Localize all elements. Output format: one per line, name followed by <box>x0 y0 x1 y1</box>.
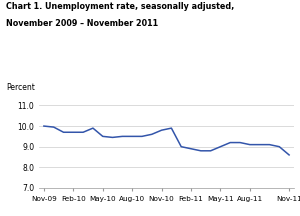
Text: November 2009 – November 2011: November 2009 – November 2011 <box>6 19 158 29</box>
Text: Chart 1. Unemployment rate, seasonally adjusted,: Chart 1. Unemployment rate, seasonally a… <box>6 2 234 11</box>
Text: Percent: Percent <box>6 83 35 92</box>
